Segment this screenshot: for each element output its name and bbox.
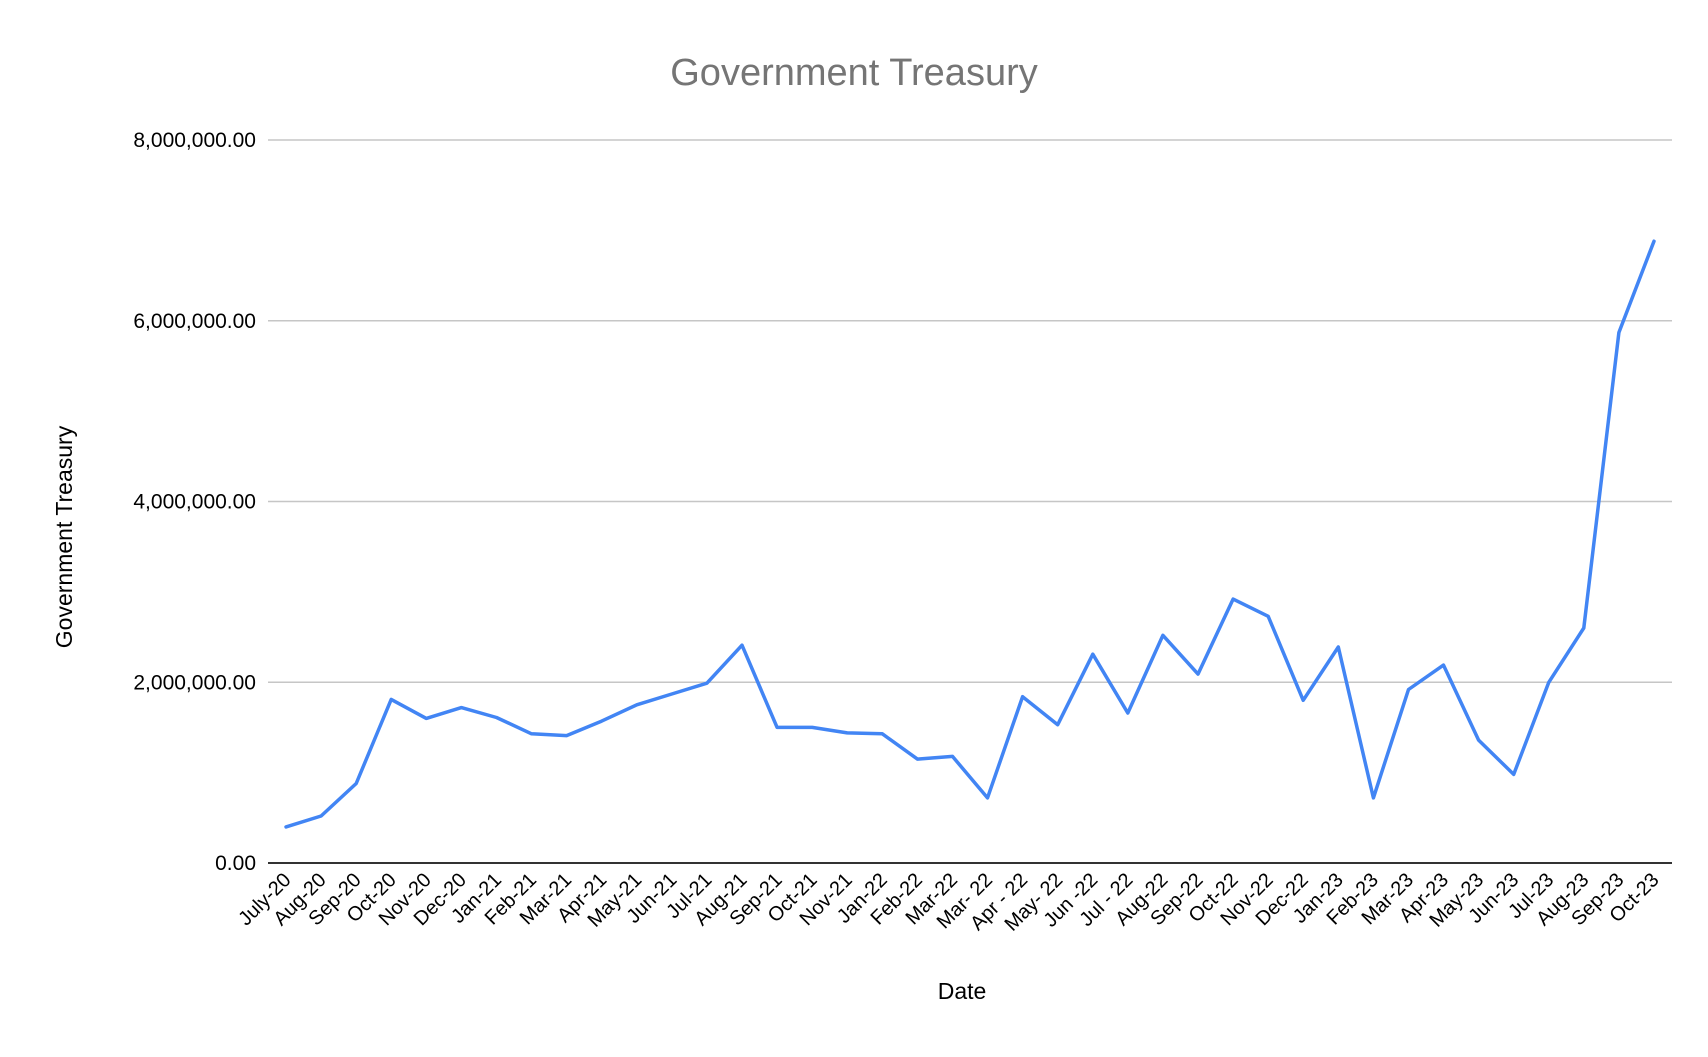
- y-axis-title: Government Treasury: [51, 425, 77, 648]
- gridlines: [268, 139, 1672, 683]
- y-tick-label: 6,000,000.00: [133, 310, 256, 333]
- y-tick-label: 8,000,000.00: [133, 129, 256, 152]
- series-layer: [284, 239, 1656, 829]
- series-line: [284, 239, 1656, 829]
- y-tick-label: 2,000,000.00: [133, 671, 256, 694]
- y-tick-label: 0.00: [215, 852, 256, 875]
- y-axis-ticks: 0.00 2,000,000.00 4,000,000.00 6,000,000.00…: [133, 129, 256, 875]
- y-tick-label: 4,000,000.00: [133, 491, 256, 514]
- x-axis-title: Date: [938, 978, 987, 1004]
- x-axis-ticks: July-20Aug-20Sep-20Oct-20Nov-20Dec-20Jan…: [234, 869, 1663, 936]
- chart-title: Government Treasury: [670, 52, 1037, 94]
